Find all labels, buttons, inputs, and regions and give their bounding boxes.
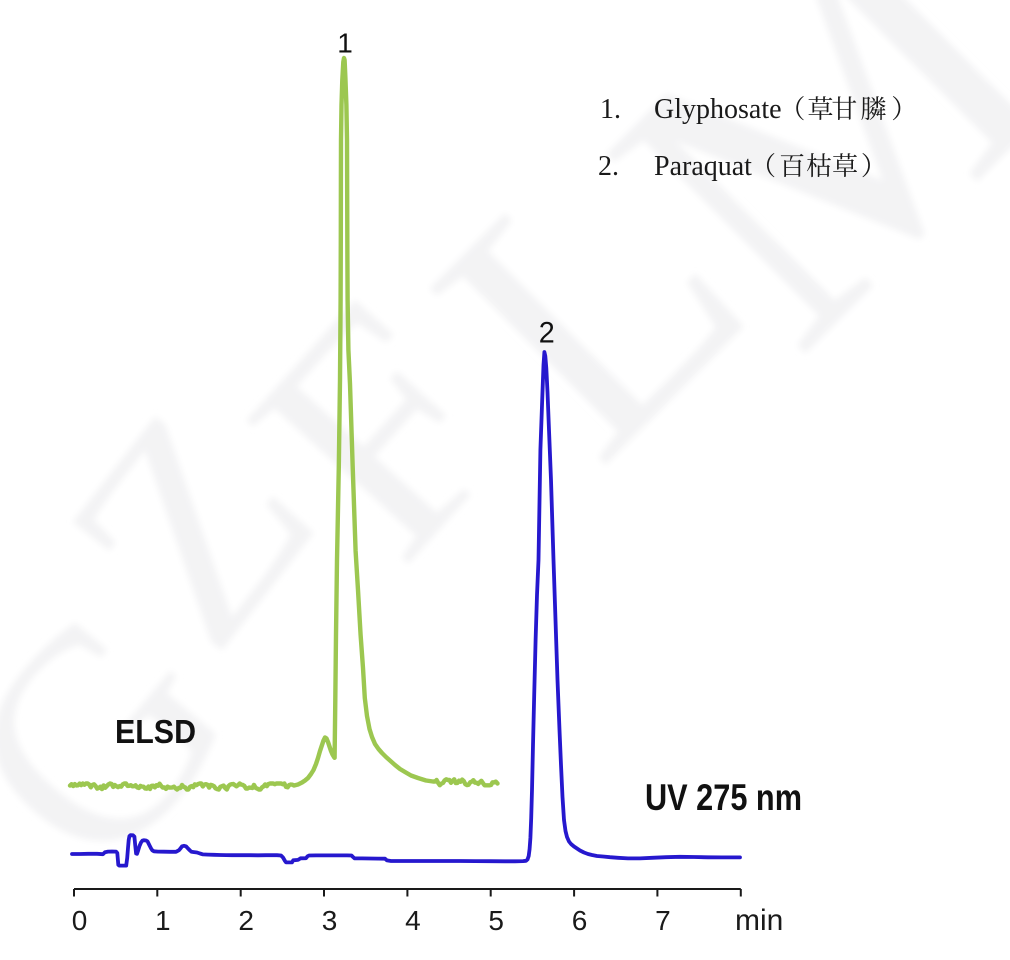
svg-text:ELSD: ELSD [115,713,196,750]
svg-text:0: 0 [72,905,88,936]
svg-text:Glyphosate: Glyphosate [654,94,782,125]
svg-text:1: 1 [155,905,171,936]
svg-text:3: 3 [322,905,338,936]
svg-text:1.: 1. [600,94,621,125]
svg-text:7: 7 [655,905,671,936]
svg-text:2: 2 [539,317,555,350]
svg-text:UV 275 nm: UV 275 nm [645,777,802,818]
svg-text:4: 4 [405,905,421,936]
svg-text:min: min [735,904,783,937]
svg-text:6: 6 [572,905,588,936]
svg-text:2: 2 [238,905,254,936]
svg-text:1: 1 [337,28,353,59]
svg-text:2.: 2. [598,151,619,182]
svg-text:5: 5 [488,905,504,936]
svg-text:Paraquat: Paraquat [654,151,752,182]
